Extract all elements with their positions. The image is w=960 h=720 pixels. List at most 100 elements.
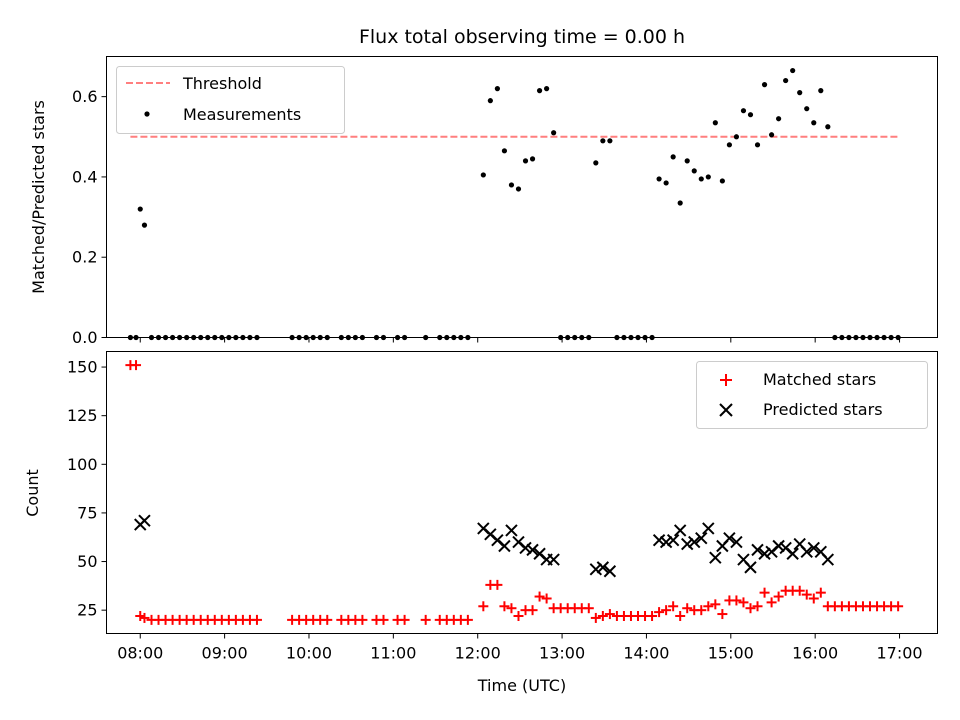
matched-star-point (710, 599, 721, 610)
predicted-star-point (498, 539, 511, 553)
measurement-point (628, 334, 634, 341)
measurement-point (303, 334, 309, 341)
matched-star-point (752, 601, 763, 612)
predicted-star-point (723, 531, 736, 545)
measurement-point (649, 334, 655, 341)
measurement-point (317, 334, 323, 341)
predicted-star-point (807, 541, 820, 555)
measurement-point (832, 334, 838, 341)
matched-star-point (399, 614, 410, 625)
measurement-point (888, 334, 894, 341)
measurement-point (839, 334, 845, 341)
measurement-point (501, 148, 508, 154)
predicted-star-point (786, 547, 799, 560)
x-axis-label: Time (UTC) (477, 676, 566, 695)
matched-star-point (682, 603, 693, 614)
measurement-point (747, 112, 754, 118)
measurement-point (380, 334, 387, 341)
measurement-point (444, 334, 450, 341)
top-y-tick-label: 0.0 (72, 328, 97, 347)
matched-stars-layer (125, 360, 904, 625)
x-tick-label: 15:00 (708, 644, 754, 663)
measurement-point (401, 334, 408, 341)
measurement-point (394, 334, 401, 341)
measurement-point (691, 168, 697, 174)
measurement-point (296, 334, 302, 341)
predicted-star-point (603, 565, 617, 578)
measurement-point (860, 334, 866, 341)
measurement-point (776, 116, 782, 122)
top-y-tick-label: 0.2 (72, 248, 97, 267)
measurement-point (698, 176, 704, 182)
measurement-point (127, 334, 134, 341)
legend-measurements-swatch (144, 111, 150, 117)
measurement-point (508, 182, 515, 188)
predicted-star-point (751, 543, 764, 557)
measurement-point (712, 120, 718, 126)
predicted-star-point (547, 553, 560, 566)
bottom-y-tick-label: 150 (67, 358, 98, 377)
legend-predicted-label: Predicted stars (763, 400, 883, 419)
measurement-point (133, 334, 139, 341)
measurement-point (670, 154, 676, 160)
measurement-point (754, 142, 761, 148)
matched-star-point (478, 601, 489, 612)
matched-star-point (661, 605, 672, 616)
measurement-point (515, 186, 522, 192)
predicted-star-point (505, 524, 518, 537)
measurement-point (536, 88, 543, 94)
measurement-point (719, 178, 725, 184)
predicted-star-point (800, 545, 813, 559)
bottom-plot-frame (106, 351, 938, 634)
measurement-point (324, 334, 330, 341)
matched-star-point (717, 609, 728, 620)
predicted-star-point (730, 535, 743, 549)
matched-star-point (357, 614, 368, 625)
measurement-point (289, 334, 295, 341)
predicted-star-point (709, 551, 722, 564)
measurement-point (818, 88, 824, 94)
matched-star-point (378, 614, 389, 625)
matched-star-point (745, 603, 756, 614)
measurement-point (705, 174, 711, 180)
predicted-star-point (138, 514, 151, 527)
matched-star-point (597, 610, 608, 621)
predicted-stars-layer (134, 514, 835, 578)
measurement-point (881, 334, 887, 341)
measurement-point (761, 82, 768, 88)
matched-star-point (766, 597, 777, 608)
matched-star-point (794, 585, 805, 596)
predicted-star-point (589, 563, 603, 576)
measurement-point (359, 334, 366, 341)
bottom-y-axis-label: Count (23, 469, 42, 517)
measurement-point (141, 222, 148, 228)
matched-star-point (759, 587, 770, 598)
measurement-point (373, 334, 380, 341)
top-legend: Threshold Measurements (116, 66, 345, 134)
x-tick-label: 13:00 (539, 644, 585, 663)
measurement-point (663, 180, 669, 186)
measurement-point (338, 334, 344, 341)
predicted-star-point (695, 531, 708, 545)
measurement-point (352, 334, 358, 341)
matched-star-point (654, 607, 665, 618)
measurement-point (254, 334, 260, 341)
measurement-point (177, 334, 183, 341)
bottom-y-tick-label: 50 (77, 552, 97, 571)
measurement-point (790, 67, 796, 74)
measurement-point (162, 334, 169, 341)
matched-star-point (668, 601, 679, 612)
measurement-point (212, 334, 218, 341)
measurement-point (451, 334, 457, 341)
matched-star-point (534, 591, 545, 602)
measurement-point (565, 334, 571, 341)
predicted-star-point (526, 543, 539, 557)
measurement-point (458, 334, 464, 341)
measurement-point (677, 200, 683, 206)
measurement-point (437, 334, 443, 341)
matched-star-point (506, 603, 517, 614)
predicted-star-point (519, 541, 532, 555)
measurement-point (191, 334, 197, 341)
measurement-point (205, 334, 211, 341)
